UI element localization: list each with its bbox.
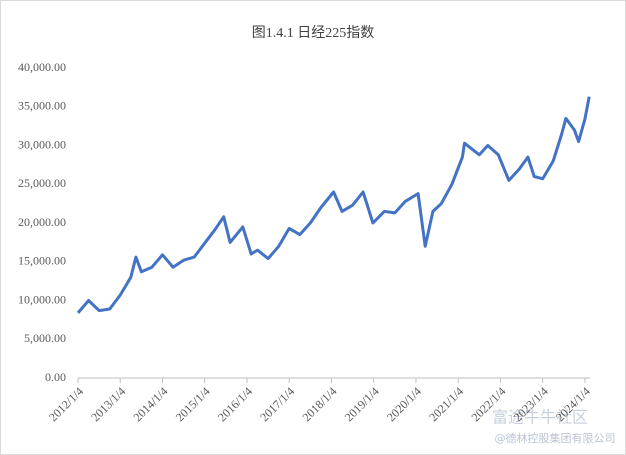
chart-title: 图1.4.1 日经225指数 xyxy=(252,25,375,41)
y-tick-label: 5,000.00 xyxy=(24,331,66,345)
series-line xyxy=(76,96,591,314)
y-tick-label: 25,000.00 xyxy=(18,176,66,190)
y-tick-label: 0.00 xyxy=(45,370,66,384)
y-tick-label: 10,000.00 xyxy=(18,292,66,306)
y-tick-label: 15,000.00 xyxy=(18,254,66,268)
watermark: @德林控股集团有限公司 xyxy=(495,431,616,445)
y-tick-label: 40,000.00 xyxy=(18,60,66,74)
watermark: 富途牛牛社区 xyxy=(492,408,588,427)
y-tick-label: 35,000.00 xyxy=(18,99,66,113)
y-tick-label: 20,000.00 xyxy=(18,215,66,229)
y-tick-label: 30,000.00 xyxy=(18,137,66,151)
